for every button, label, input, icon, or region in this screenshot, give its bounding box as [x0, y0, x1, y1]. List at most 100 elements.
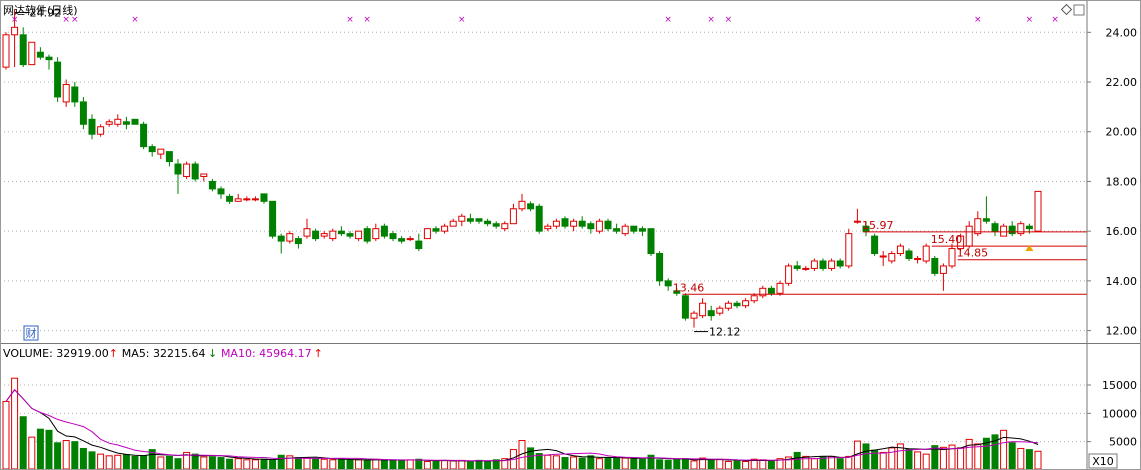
candle[interactable]	[836, 258, 844, 269]
volume-bar[interactable]	[2, 400, 10, 470]
candle[interactable]	[157, 148, 165, 160]
volume-bar[interactable]	[1008, 442, 1016, 470]
candle[interactable]	[398, 236, 406, 244]
volume-bar[interactable]	[888, 447, 896, 470]
volume-bar[interactable]	[140, 455, 148, 470]
volume-bar[interactable]	[793, 451, 801, 470]
candle[interactable]	[1017, 221, 1025, 237]
volume-bar[interactable]	[845, 455, 853, 470]
candle[interactable]	[802, 265, 810, 271]
candle[interactable]	[28, 41, 36, 66]
candle[interactable]	[105, 119, 113, 127]
candle[interactable]	[320, 231, 328, 239]
candle[interactable]	[406, 236, 414, 242]
volume-bar[interactable]	[415, 458, 423, 470]
event-marker[interactable]: ×	[974, 15, 982, 25]
candle[interactable]	[716, 305, 724, 316]
candle[interactable]	[552, 218, 560, 229]
candle[interactable]	[871, 233, 879, 257]
volume-bar[interactable]	[957, 447, 965, 470]
volume-bar[interactable]	[277, 454, 285, 470]
volume-bar[interactable]	[767, 461, 775, 470]
volume-bar[interactable]	[862, 443, 870, 470]
candle[interactable]	[1008, 221, 1016, 237]
candle[interactable]	[251, 196, 259, 202]
volume-bar[interactable]	[449, 460, 457, 470]
volume-bar[interactable]	[578, 457, 586, 470]
volume-bar[interactable]	[484, 460, 492, 470]
candle[interactable]	[699, 298, 707, 319]
candle[interactable]	[948, 243, 956, 269]
candle[interactable]	[630, 225, 638, 234]
volume-bar[interactable]	[337, 458, 345, 470]
candle[interactable]	[939, 263, 947, 291]
candle[interactable]	[853, 208, 861, 224]
candle[interactable]	[432, 226, 440, 234]
volume-bar[interactable]	[131, 455, 139, 470]
candle[interactable]	[587, 221, 595, 234]
candle[interactable]	[122, 116, 130, 130]
candle[interactable]	[1034, 190, 1042, 232]
candle[interactable]	[11, 9, 19, 68]
volume-bar[interactable]	[544, 454, 552, 470]
candle[interactable]	[492, 221, 500, 229]
diamond-icon[interactable]	[1060, 3, 1073, 16]
candle[interactable]	[475, 218, 483, 224]
volume-bar[interactable]	[36, 428, 44, 470]
volume-bar[interactable]	[105, 455, 113, 470]
volume-bar[interactable]	[716, 458, 724, 470]
candle[interactable]	[363, 226, 371, 244]
toolbar-box-icon[interactable]	[1073, 4, 1085, 16]
volume-bar[interactable]	[1000, 429, 1008, 470]
candle[interactable]	[62, 79, 70, 107]
volume-bar[interactable]	[664, 459, 672, 470]
event-marker[interactable]: ×	[131, 15, 139, 25]
volume-bar[interactable]	[380, 459, 388, 470]
volume-bar[interactable]	[251, 459, 259, 470]
candle[interactable]	[88, 114, 96, 140]
volume-bar[interactable]	[217, 457, 225, 470]
candle[interactable]	[174, 159, 182, 194]
candle[interactable]	[914, 256, 922, 264]
candle[interactable]	[140, 121, 148, 150]
candle[interactable]	[724, 300, 732, 311]
volume-bar[interactable]	[28, 436, 36, 470]
candle[interactable]	[561, 216, 569, 229]
candle[interactable]	[991, 221, 999, 237]
candle[interactable]	[621, 223, 629, 237]
volume-bar[interactable]	[630, 458, 638, 470]
candle[interactable]	[19, 27, 27, 68]
candle[interactable]	[131, 118, 139, 125]
event-marker[interactable]: ×	[1051, 15, 1059, 25]
volume-bar[interactable]	[355, 459, 363, 470]
volume-bar[interactable]	[234, 458, 242, 470]
candle[interactable]	[931, 256, 939, 276]
volume-bar[interactable]	[329, 459, 337, 470]
candle[interactable]	[97, 124, 105, 137]
volume-bar[interactable]	[690, 460, 698, 470]
candle[interactable]	[845, 228, 853, 269]
volume-bar[interactable]	[441, 459, 449, 470]
candle[interactable]	[484, 218, 492, 227]
candle[interactable]	[793, 260, 801, 271]
volume-bar[interactable]	[905, 448, 913, 470]
volume-bar[interactable]	[733, 459, 741, 470]
candle[interactable]	[148, 144, 156, 157]
candle[interactable]	[733, 300, 741, 309]
volume-bar[interactable]	[707, 459, 715, 470]
candle[interactable]	[45, 54, 53, 70]
candle[interactable]	[647, 228, 655, 257]
volume-bar[interactable]	[1017, 447, 1025, 470]
volume-bar[interactable]	[346, 459, 354, 470]
volume-bar[interactable]	[914, 451, 922, 470]
volume-bar[interactable]	[587, 455, 595, 470]
event-marker[interactable]: ×	[707, 15, 715, 25]
volume-bar[interactable]	[1034, 450, 1042, 470]
candle[interactable]	[54, 57, 62, 102]
candle[interactable]	[509, 203, 517, 225]
candle[interactable]	[466, 213, 474, 224]
volume-bar[interactable]	[200, 456, 208, 470]
candle[interactable]	[217, 186, 225, 199]
volume-bar[interactable]	[432, 461, 440, 470]
